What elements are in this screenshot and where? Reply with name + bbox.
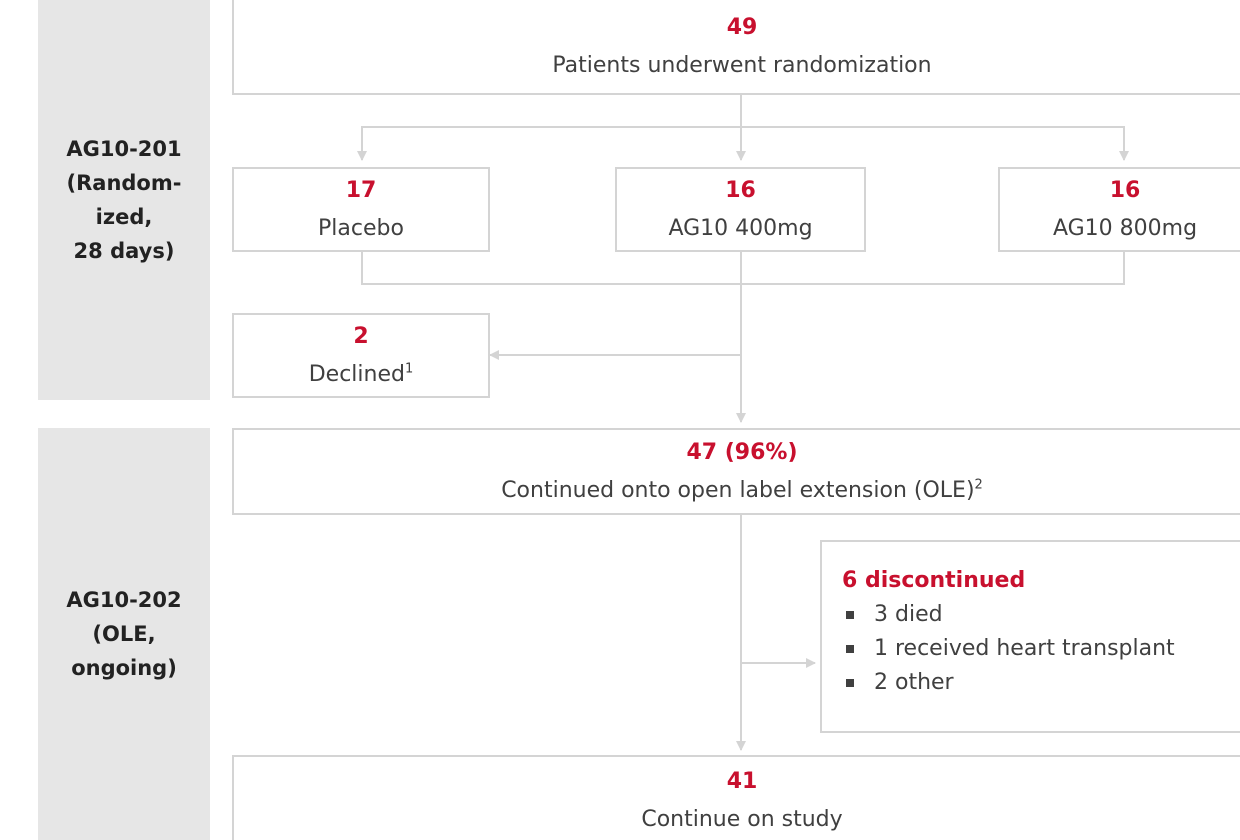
discontinued-box: 6 discontinued 3 died 1 received heart t…: [820, 540, 1240, 733]
bullet-item: 2 other: [842, 666, 1240, 700]
bullet-item: 1 received heart transplant: [842, 632, 1240, 666]
section-panel: AG10-202 (OLE, ongoing): [38, 428, 210, 840]
flow-box: 47 (96%) Continued onto open label exten…: [232, 428, 1240, 515]
item-text: 1 received heart transplant: [874, 636, 1175, 661]
flow-box: 41 Continue on study: [232, 755, 1240, 840]
count: 16: [725, 177, 756, 203]
label: Placebo: [318, 215, 404, 241]
count: 47 (96%): [686, 439, 798, 465]
label: AG10 400mg: [668, 215, 813, 241]
section-line: AG10-202: [66, 588, 182, 612]
item-text: 3 died: [874, 602, 943, 627]
flow-box: 17 Placebo: [232, 167, 490, 252]
flow-box: 16 AG10 400mg: [615, 167, 866, 252]
label: Patients underwent randomization: [552, 52, 932, 78]
flow-box: 2 Declined1: [232, 313, 490, 398]
count: 16: [1109, 177, 1141, 203]
label: Continued onto open label extension (OLE…: [501, 477, 975, 503]
label: Continue on study: [641, 807, 843, 832]
count: 41: [726, 769, 758, 794]
section-line: (OLE,: [92, 622, 156, 646]
bullet-item: 3 died: [842, 598, 1240, 632]
label: AG10 800mg: [1052, 215, 1198, 241]
count: 17: [345, 177, 377, 203]
label-line: Declined1: [234, 356, 488, 394]
label-line: Continued onto open label extension (OLE…: [234, 472, 1240, 510]
label: Declined: [308, 361, 405, 387]
flow-box: 16 AG10 800mg: [998, 167, 1240, 252]
section-line: ized,: [95, 205, 153, 229]
section-panel: AG10-201 (Random- ized, 28 days): [38, 0, 210, 400]
section-line: 28 days): [73, 239, 175, 263]
footnote: 2: [974, 477, 983, 493]
footnote: 1: [404, 361, 414, 377]
count: 49: [726, 14, 758, 40]
count: 2: [353, 323, 369, 349]
discontinued-title: 6 discontinued: [842, 568, 1026, 593]
section-line: (Random-: [66, 171, 182, 195]
item-text: 2 other: [874, 670, 954, 695]
flow-box: 49 Patients underwent randomization: [232, 0, 1240, 95]
section-line: ongoing): [71, 656, 177, 680]
section-line: AG10-201: [66, 137, 182, 161]
